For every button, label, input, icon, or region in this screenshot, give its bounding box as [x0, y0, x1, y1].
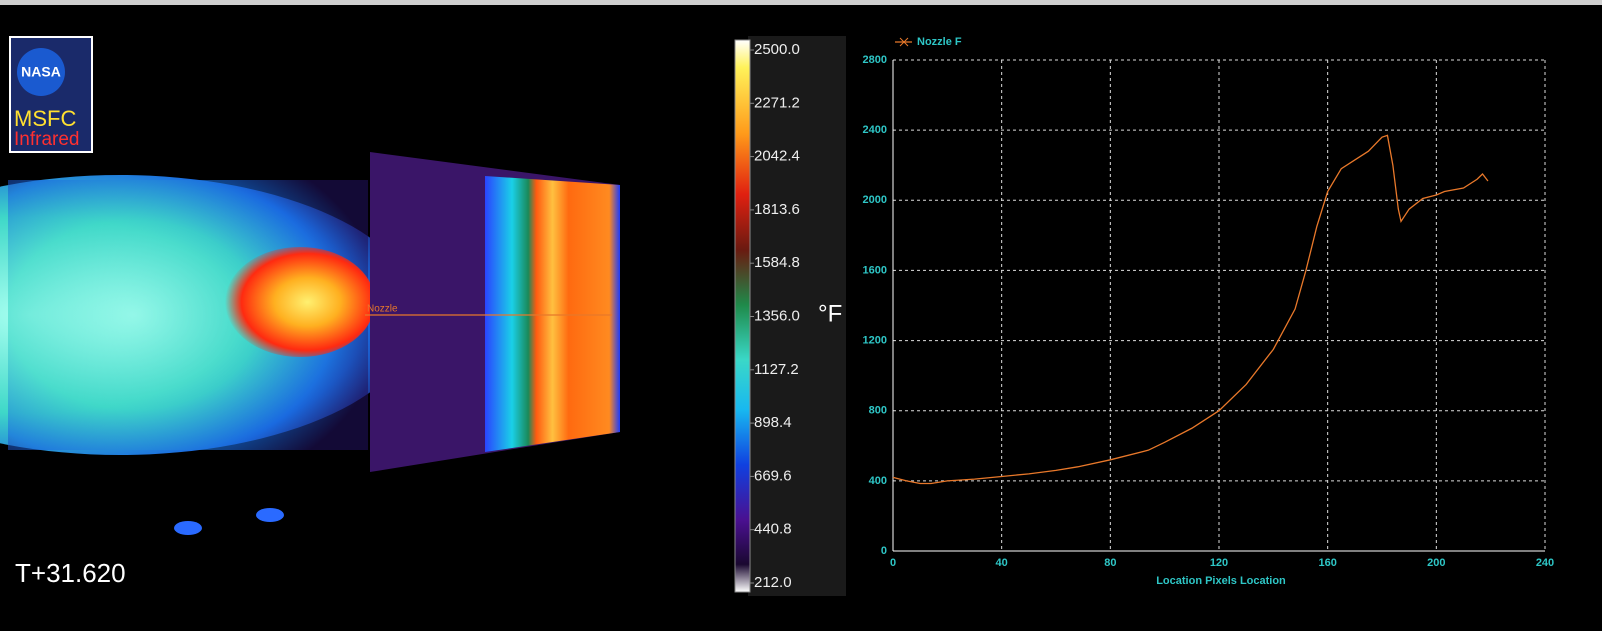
- probe-label: Nozzle: [367, 304, 398, 315]
- colorbar-label: 898.4: [754, 414, 792, 431]
- colorbar-label: 1584.8: [754, 254, 800, 271]
- y-tick-label: 800: [869, 405, 887, 417]
- colorbar-label: 1127.2: [754, 361, 799, 378]
- y-tick-label: 2000: [863, 194, 887, 206]
- colorbar-label: 440.8: [754, 521, 792, 538]
- y-tick-label: 1600: [863, 264, 887, 276]
- x-axis-label: Location Pixels Location: [1156, 575, 1286, 587]
- line-chart: 0 400 800 1200 1600 2000 2400 2800 0 40 80 120 160 20…: [863, 36, 1555, 587]
- page: Nozzle NASA MSFC Infrared T+31.620 °F 21…: [0, 0, 1602, 631]
- logo-line2: Infrared: [14, 129, 79, 150]
- colorbar: [735, 40, 750, 592]
- colorbar-label: 669.6: [754, 467, 792, 484]
- legend-label: Nozzle F: [917, 36, 962, 48]
- line-series: [893, 135, 1488, 483]
- timestamp: T+31.620: [15, 558, 126, 588]
- y-tick-label: 400: [869, 475, 887, 487]
- infrared-image: Nozzle NASA MSFC Infrared T+31.620: [0, 5, 705, 595]
- x-tick-label: 80: [1104, 557, 1116, 569]
- logo-line1: MSFC: [14, 106, 76, 131]
- y-tick-label: 0: [881, 545, 887, 557]
- colorbar-label: 2500.0: [754, 41, 800, 58]
- x-tick-label: 120: [1210, 557, 1228, 569]
- x-tick-label: 40: [996, 557, 1008, 569]
- colorbar-unit: °F: [818, 300, 842, 327]
- screen: Nozzle NASA MSFC Infrared T+31.620 °F 21…: [0, 0, 1602, 631]
- colorbar-label: 1356.0: [754, 307, 800, 324]
- logo-agency: NASA: [21, 64, 61, 80]
- x-tick-label: 0: [890, 557, 896, 569]
- colorbar-label: 2042.4: [754, 148, 800, 165]
- top-strip: [0, 0, 1602, 5]
- colorbar-label: 2271.2: [754, 94, 800, 111]
- x-tick-label: 160: [1318, 557, 1336, 569]
- y-tick-label: 2400: [863, 124, 887, 136]
- colorbar-label: 212.0: [754, 574, 792, 591]
- x-tick-label: 240: [1536, 557, 1554, 569]
- y-tick-label: 1200: [863, 334, 887, 346]
- x-tick-label: 200: [1427, 557, 1445, 569]
- y-tick-label: 2800: [863, 54, 887, 66]
- colorbar-label: 1813.6: [754, 201, 800, 218]
